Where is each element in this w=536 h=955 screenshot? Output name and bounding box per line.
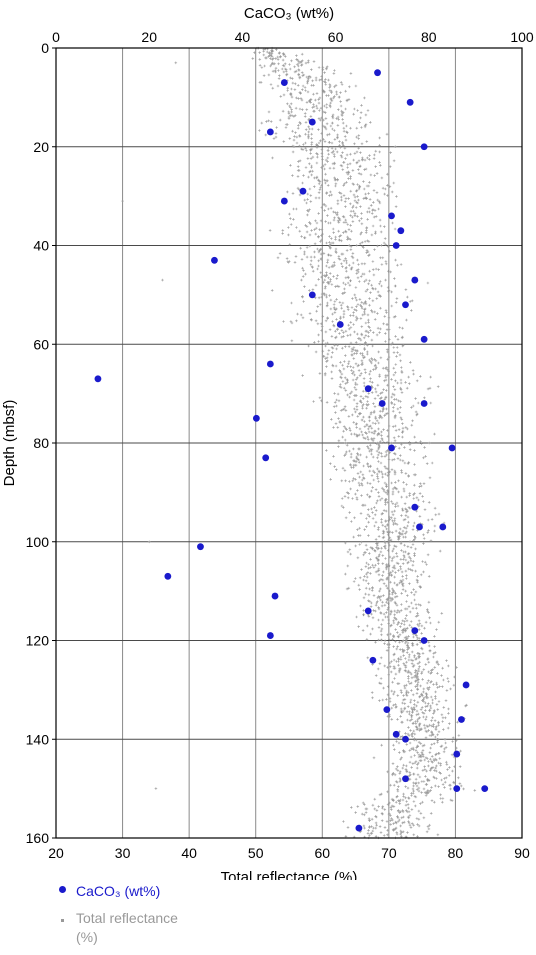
caco3-point [271, 592, 279, 600]
y-tick-label: 100 [26, 534, 50, 550]
caco3-point [481, 785, 489, 793]
caco3-point [280, 79, 288, 86]
top-x-tick-label: 40 [235, 29, 251, 45]
y-tick-label: 80 [33, 435, 49, 451]
caco3-point [406, 98, 414, 106]
top-x-tick-label: 60 [328, 29, 344, 45]
top-x-tick-label: 80 [421, 29, 437, 45]
axis-ticks: 0 20 40 60 80 100 120 140 160 0 20 40 60 80 100 20 30 40 5… [26, 29, 534, 861]
top-x-tick-label: 100 [510, 29, 534, 45]
caco3-point [448, 444, 456, 452]
y-tick-label: 120 [26, 633, 50, 649]
caco3-point [420, 400, 428, 407]
caco3-point [94, 375, 102, 383]
caco3-point [420, 637, 428, 644]
caco3-point [164, 572, 172, 580]
legend-entry-caco3: CaCO₃ (wt%) [48, 882, 186, 901]
caco3-point [453, 785, 461, 793]
y-tick-label: 20 [33, 139, 49, 155]
caco3-point [383, 706, 391, 714]
legend: CaCO₃ (wt%) Total reflectance (%) [48, 882, 186, 955]
caco3-point [299, 187, 307, 195]
caco3-point [458, 716, 465, 723]
caco3-point [369, 656, 377, 664]
bottom-x-tick-label: 70 [381, 845, 397, 861]
legend-label-caco3: CaCO₃ (wt%) [76, 883, 161, 899]
caco3-marker-swatch [58, 886, 66, 893]
bottom-x-tick-label: 30 [115, 845, 131, 861]
caco3-point [197, 543, 204, 551]
reflectance-marker-swatch [60, 919, 64, 922]
caco3-point [392, 730, 400, 738]
caco3-point [416, 523, 423, 531]
caco3-point [388, 212, 395, 220]
bottom-x-tick-label: 50 [248, 845, 264, 861]
bottom-x-tick-label: 40 [181, 845, 197, 861]
y-tick-label: 40 [33, 238, 49, 254]
reflectance-caco3-chart: 0 20 40 60 80 100 120 140 160 0 20 40 60 80 100 20 30 40 5… [1, 5, 534, 880]
y-tick-label: 140 [26, 731, 50, 747]
caco3-point [411, 627, 419, 635]
caco3-point [411, 276, 419, 284]
top-axis-title: CaCO₃ (wt%) [244, 5, 334, 22]
grid-lines [56, 48, 522, 838]
caco3-point [420, 143, 428, 151]
bottom-axis-title: Total reflectance (%) [221, 869, 358, 880]
caco3-point [462, 681, 470, 689]
caco3-point [252, 414, 260, 422]
caco3-point [411, 503, 419, 511]
caco3-series [94, 69, 489, 832]
caco3-point [402, 735, 409, 743]
legend-label-reflectance: Total reflectance (%) [76, 910, 178, 945]
caco3-point [308, 118, 316, 126]
caco3-point [364, 607, 372, 615]
caco3-point [262, 454, 270, 462]
caco3-point [211, 256, 218, 264]
caco3-point [336, 321, 344, 328]
caco3-point [388, 444, 395, 452]
caco3-point [308, 291, 316, 299]
caco3-point [266, 360, 274, 368]
caco3-point [378, 400, 386, 407]
caco3-point [364, 385, 372, 393]
top-x-tick-label: 20 [141, 29, 157, 45]
bottom-x-tick-label: 60 [314, 845, 330, 861]
y-tick-label: 160 [26, 830, 50, 846]
caco3-point [420, 335, 428, 343]
bottom-x-tick-label: 20 [48, 845, 64, 861]
caco3-point [439, 523, 447, 531]
y-axis-title: Depth (mbsf) [1, 400, 18, 487]
caco3-point [355, 824, 363, 832]
legend-entry-reflectance: Total reflectance (%) [48, 909, 186, 947]
caco3-point [266, 128, 274, 136]
caco3-point [453, 750, 461, 758]
top-x-tick-label: 0 [52, 29, 60, 45]
y-tick-label: 0 [41, 40, 49, 56]
caco3-point [397, 227, 405, 235]
y-tick-label: 60 [33, 336, 49, 352]
caco3-point [402, 301, 409, 309]
bottom-x-tick-label: 80 [448, 845, 464, 861]
caco3-point [374, 69, 381, 77]
bottom-x-tick-label: 90 [514, 845, 530, 861]
caco3-point [402, 775, 409, 783]
caco3-point [280, 197, 288, 205]
caco3-point [392, 242, 400, 249]
caco3-point [266, 632, 274, 639]
